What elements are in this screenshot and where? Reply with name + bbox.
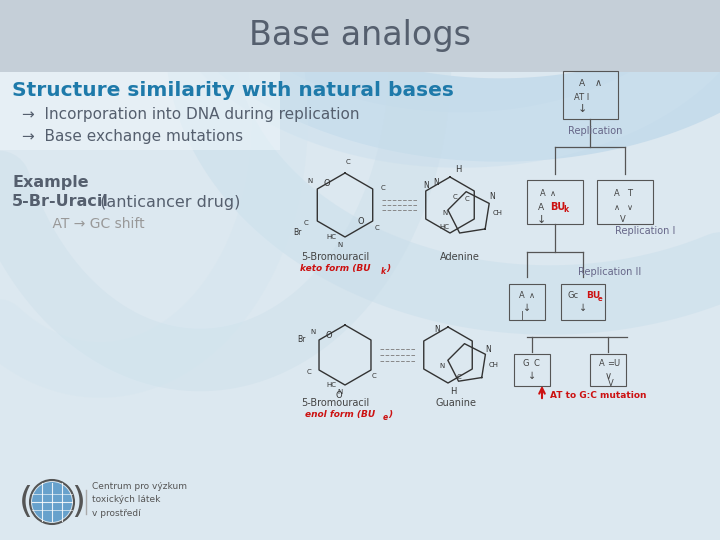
- Bar: [0, 0, 720, 72]
- Text: C: C: [456, 374, 462, 380]
- Text: 5-Bromouracil: 5-Bromouracil: [301, 398, 369, 408]
- Bar: [590, 354, 626, 386]
- Text: ∧: ∧: [529, 292, 535, 300]
- Text: BU: BU: [550, 202, 565, 212]
- Text: ): ): [386, 265, 390, 273]
- Text: e: e: [598, 296, 603, 302]
- Bar: [597, 180, 653, 224]
- Text: N: N: [485, 346, 491, 354]
- Text: C: C: [453, 194, 457, 200]
- Text: A: A: [579, 78, 585, 87]
- Text: A: A: [599, 360, 605, 368]
- Text: Guanine: Guanine: [436, 398, 477, 408]
- Text: N: N: [310, 328, 315, 334]
- Text: N: N: [338, 389, 343, 395]
- Text: ↓: ↓: [523, 303, 531, 313]
- Text: N: N: [442, 210, 448, 216]
- Text: HC: HC: [326, 382, 336, 388]
- Text: Gc: Gc: [567, 292, 579, 300]
- Text: A: A: [540, 190, 546, 199]
- Text: (: (: [19, 485, 33, 519]
- Text: N: N: [307, 178, 313, 184]
- Text: H: H: [450, 387, 456, 395]
- Bar: [527, 180, 583, 224]
- Text: keto form (BU: keto form (BU: [300, 265, 370, 273]
- Text: N: N: [434, 325, 440, 334]
- Text: Structure similarity with natural bases: Structure similarity with natural bases: [12, 80, 454, 99]
- Text: A: A: [538, 202, 544, 212]
- Text: G: G: [523, 360, 529, 368]
- Text: N: N: [433, 178, 439, 187]
- Text: →  Base exchange mutations: → Base exchange mutations: [22, 129, 243, 144]
- Text: T: T: [628, 190, 632, 199]
- Text: ↓: ↓: [577, 104, 587, 114]
- Bar: [514, 354, 550, 386]
- Text: 5-Br-Uracil: 5-Br-Uracil: [12, 194, 109, 210]
- Text: CH: CH: [493, 211, 503, 217]
- Text: C: C: [304, 220, 309, 226]
- Text: |: |: [521, 312, 523, 321]
- Text: 5-Bromouracil: 5-Bromouracil: [301, 252, 369, 262]
- Text: (anticancer drug): (anticancer drug): [95, 194, 240, 210]
- Bar: [561, 284, 605, 320]
- Text: ↓: ↓: [536, 215, 546, 225]
- Text: ): ): [71, 485, 85, 519]
- Text: O: O: [357, 217, 364, 226]
- Text: V: V: [608, 380, 614, 388]
- Text: C: C: [372, 374, 377, 380]
- Bar: [509, 284, 545, 320]
- Text: C: C: [307, 368, 311, 375]
- Text: ∨: ∨: [627, 202, 633, 212]
- Text: Replication II: Replication II: [578, 267, 642, 277]
- Text: O: O: [325, 330, 333, 340]
- Bar: [562, 71, 618, 119]
- Text: e: e: [382, 414, 387, 422]
- Text: BU: BU: [586, 292, 600, 300]
- Text: O: O: [336, 390, 342, 400]
- Text: N: N: [489, 192, 495, 201]
- Text: A: A: [614, 190, 620, 199]
- Text: C: C: [533, 360, 539, 368]
- Text: V: V: [620, 215, 626, 225]
- Text: k: k: [380, 267, 386, 276]
- Text: k: k: [564, 206, 569, 214]
- Circle shape: [32, 482, 72, 522]
- Text: =U: =U: [608, 360, 621, 368]
- Text: HC: HC: [439, 225, 449, 231]
- Bar: [0, 50, 280, 150]
- Text: Centrum pro výzkum
toxických látek
v prostředí: Centrum pro výzkum toxických látek v pro…: [92, 482, 187, 518]
- Text: N: N: [423, 181, 428, 191]
- Text: Example: Example: [12, 174, 89, 190]
- Text: AT → GC shift: AT → GC shift: [35, 217, 145, 231]
- Text: HC: HC: [326, 234, 336, 240]
- Text: H: H: [455, 165, 462, 173]
- Text: A: A: [519, 292, 525, 300]
- Text: N: N: [440, 363, 445, 369]
- Text: Replication I: Replication I: [615, 226, 675, 236]
- Text: Adenine: Adenine: [440, 252, 480, 262]
- Text: C: C: [374, 225, 379, 231]
- Text: ∧: ∧: [614, 202, 620, 212]
- Text: ∧: ∧: [550, 190, 556, 199]
- Text: ∧: ∧: [595, 78, 602, 88]
- Text: Replication: Replication: [568, 126, 622, 136]
- Text: AT to G:C mutation: AT to G:C mutation: [550, 392, 647, 401]
- Text: enol form (BU: enol form (BU: [305, 410, 375, 420]
- Text: AT I: AT I: [575, 92, 590, 102]
- Text: ): ): [388, 410, 392, 420]
- Text: ∨: ∨: [604, 371, 611, 381]
- Text: CH: CH: [489, 362, 499, 368]
- Text: C: C: [346, 159, 351, 165]
- Text: O: O: [324, 179, 330, 188]
- Text: Base analogs: Base analogs: [249, 19, 471, 52]
- Text: N: N: [338, 242, 343, 248]
- Text: ↓: ↓: [528, 371, 536, 381]
- Text: C: C: [464, 197, 469, 202]
- Text: Br: Br: [293, 228, 301, 237]
- Text: Br: Br: [297, 335, 305, 345]
- Text: C: C: [380, 185, 385, 191]
- Text: ↓: ↓: [579, 303, 587, 313]
- Text: →  Incorporation into DNA during replication: → Incorporation into DNA during replicat…: [22, 106, 359, 122]
